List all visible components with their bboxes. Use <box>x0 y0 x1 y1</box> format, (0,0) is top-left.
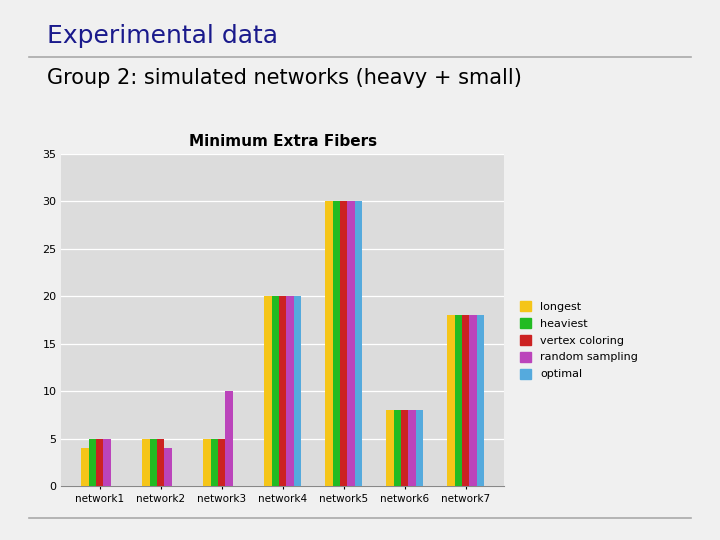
Bar <box>408 410 415 486</box>
Bar <box>157 438 164 486</box>
Bar <box>401 410 408 486</box>
Bar <box>354 201 362 486</box>
Bar <box>340 201 347 486</box>
Bar <box>279 296 287 486</box>
Bar <box>477 315 484 486</box>
Bar <box>394 410 401 486</box>
Bar <box>218 438 225 486</box>
Bar <box>469 315 477 486</box>
Bar <box>225 391 233 486</box>
Bar <box>333 201 340 486</box>
Bar <box>150 438 157 486</box>
Bar <box>447 315 454 486</box>
Bar <box>103 438 111 486</box>
Bar <box>415 410 423 486</box>
Bar <box>294 296 301 486</box>
Bar <box>387 410 394 486</box>
Bar <box>271 296 279 486</box>
Text: Group 2: simulated networks (heavy + small): Group 2: simulated networks (heavy + sma… <box>47 68 522 87</box>
Bar <box>211 438 218 486</box>
Legend: longest, heaviest, vertex coloring, random sampling, optimal: longest, heaviest, vertex coloring, rand… <box>521 301 638 380</box>
Bar <box>287 296 294 486</box>
Bar <box>264 296 271 486</box>
Bar <box>203 438 211 486</box>
Text: Experimental data: Experimental data <box>47 24 278 48</box>
Title: Minimum Extra Fibers: Minimum Extra Fibers <box>189 133 377 148</box>
Bar <box>96 438 103 486</box>
Bar <box>143 438 150 486</box>
Bar <box>81 448 89 486</box>
Bar <box>454 315 462 486</box>
Bar <box>89 438 96 486</box>
Bar <box>462 315 469 486</box>
Bar <box>325 201 333 486</box>
Bar <box>164 448 171 486</box>
Bar <box>347 201 354 486</box>
